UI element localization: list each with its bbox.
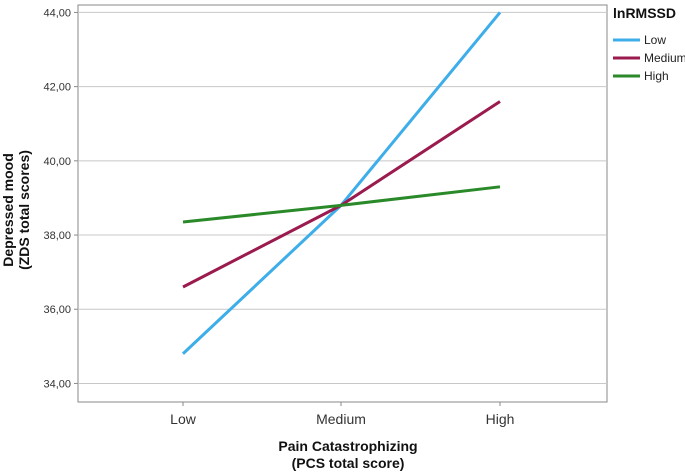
y-tick-label: 34,00 <box>43 378 71 390</box>
legend-label-high: High <box>644 69 669 83</box>
y-axis-title-line2: (ZDS total scores) <box>16 150 32 270</box>
series-lines <box>181 11 502 355</box>
legend-label-medium: Medium <box>644 51 685 65</box>
y-axis-title-line1: Depressed mood <box>0 153 16 267</box>
legend-title: lnRMSSD <box>613 5 676 21</box>
y-tick-label: 44,00 <box>43 7 71 19</box>
x-tick-label: Medium <box>316 411 366 427</box>
y-tick-label: 40,00 <box>43 156 71 168</box>
legend-label-low: Low <box>644 33 666 47</box>
x-tick-label: High <box>486 411 515 427</box>
x-axis-title-line1: Pain Catastrophizing <box>278 438 417 454</box>
y-axis: 34,00 36,00 38,00 40,00 42,00 44,00 <box>43 7 78 390</box>
x-axis: Low Medium High <box>170 402 514 427</box>
gridlines <box>78 11 607 384</box>
x-axis-title-line2: (PCS total score) <box>292 455 405 471</box>
series-line-high <box>182 185 501 224</box>
y-tick-label: 42,00 <box>43 82 71 94</box>
y-tick-label: 38,00 <box>43 230 71 242</box>
y-tick-label: 36,00 <box>43 304 71 316</box>
legend: lnRMSSD Low Medium High <box>613 5 685 83</box>
x-tick-label: Low <box>170 411 197 427</box>
